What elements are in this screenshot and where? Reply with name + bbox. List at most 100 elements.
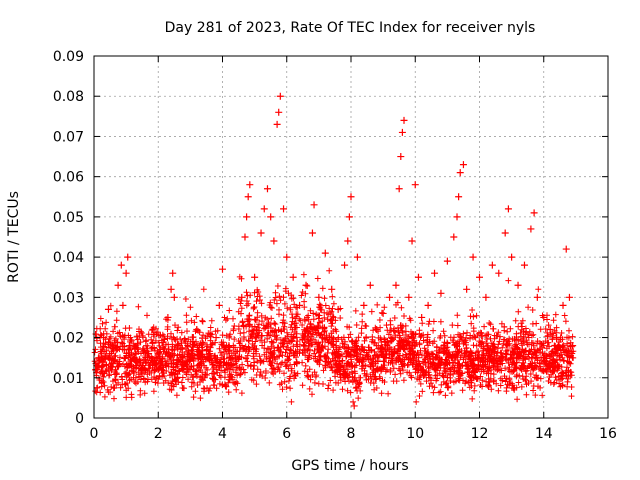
data-point xyxy=(546,326,554,334)
data-point xyxy=(482,293,490,301)
data-point xyxy=(398,128,406,136)
x-tick-label: 10 xyxy=(406,426,424,442)
data-point xyxy=(132,358,140,366)
data-point xyxy=(267,213,275,221)
data-point xyxy=(212,334,220,342)
data-point xyxy=(280,205,288,213)
data-point xyxy=(260,205,268,213)
data-point xyxy=(569,342,577,350)
data-point xyxy=(125,342,133,350)
data-point xyxy=(104,305,112,313)
data-point xyxy=(109,342,117,350)
data-point xyxy=(170,293,178,301)
data-point xyxy=(231,354,239,362)
data-point xyxy=(151,366,159,374)
data-point xyxy=(169,269,177,277)
data-point xyxy=(100,334,108,342)
data-point xyxy=(476,273,483,281)
x-tick-label: 14 xyxy=(535,426,553,442)
axes-ticks: 0 2 4 6 8 10 12 14 16 0 0.01 0.02 0.03 0.04 0.05 0.06 0.… xyxy=(53,49,617,442)
data-point xyxy=(92,366,100,374)
data-point xyxy=(308,229,316,237)
data-point xyxy=(553,334,561,342)
y-tick-label: 0.03 xyxy=(53,290,84,306)
data-point xyxy=(345,213,353,221)
y-axis-label: ROTI / TECUs xyxy=(6,191,22,283)
data-points xyxy=(92,92,577,410)
data-point xyxy=(117,261,125,269)
data-point xyxy=(386,293,394,301)
data-point xyxy=(238,293,246,301)
data-point xyxy=(495,269,503,277)
data-point xyxy=(414,273,422,281)
data-point xyxy=(459,161,467,169)
data-point xyxy=(119,301,127,309)
data-point xyxy=(540,313,548,321)
data-point xyxy=(360,301,368,309)
data-point xyxy=(514,281,522,289)
y-tick-label: 0.08 xyxy=(53,89,84,105)
data-point xyxy=(520,261,528,269)
data-point xyxy=(215,301,223,309)
data-point xyxy=(257,229,265,237)
data-point xyxy=(167,285,175,293)
data-point xyxy=(344,237,352,245)
y-tick-label: 0.07 xyxy=(53,129,84,145)
data-point xyxy=(219,265,226,273)
data-point xyxy=(530,209,538,217)
data-point xyxy=(157,358,165,366)
data-point xyxy=(174,342,182,350)
data-point xyxy=(405,293,413,301)
data-point xyxy=(397,153,405,161)
data-point xyxy=(379,309,387,317)
data-point xyxy=(283,253,291,261)
data-point xyxy=(225,342,233,350)
data-point xyxy=(145,350,153,358)
data-point xyxy=(395,185,403,193)
x-tick-label: 4 xyxy=(218,426,227,442)
data-point xyxy=(263,185,271,193)
data-point xyxy=(347,193,355,201)
data-point xyxy=(138,362,146,370)
data-point xyxy=(315,293,323,301)
data-point xyxy=(408,237,416,245)
x-tick-label: 2 xyxy=(154,426,163,442)
data-point xyxy=(164,313,172,321)
data-point xyxy=(437,289,445,297)
data-point xyxy=(246,181,254,189)
data-point xyxy=(501,229,509,237)
data-point xyxy=(302,281,310,289)
data-point xyxy=(527,225,535,233)
data-point xyxy=(443,257,451,265)
data-point xyxy=(411,181,419,189)
data-point xyxy=(328,285,336,293)
y-tick-label: 0.09 xyxy=(53,49,84,65)
x-tick-label: 0 xyxy=(90,426,99,442)
data-point xyxy=(243,213,251,221)
data-point xyxy=(193,326,201,334)
data-point xyxy=(533,293,541,301)
data-point xyxy=(366,281,374,289)
y-tick-label: 0.04 xyxy=(53,250,84,266)
data-point xyxy=(95,354,103,362)
data-point xyxy=(504,205,512,213)
y-tick-label: 0.06 xyxy=(53,170,84,186)
data-point xyxy=(341,261,349,269)
data-point xyxy=(353,253,361,261)
data-point xyxy=(334,305,342,313)
data-point xyxy=(310,201,318,209)
data-point xyxy=(289,273,297,281)
data-point xyxy=(565,293,573,301)
data-point xyxy=(453,213,461,221)
data-point xyxy=(488,261,496,269)
y-tick-label: 0.02 xyxy=(53,331,84,347)
data-point xyxy=(273,120,281,128)
dense-scatter-cloud xyxy=(91,267,577,405)
data-point xyxy=(275,108,283,116)
data-point xyxy=(122,269,130,277)
y-tick-label: 0 xyxy=(75,411,84,427)
data-point xyxy=(206,350,214,358)
x-tick-label: 8 xyxy=(347,426,356,442)
data-point xyxy=(276,92,284,100)
